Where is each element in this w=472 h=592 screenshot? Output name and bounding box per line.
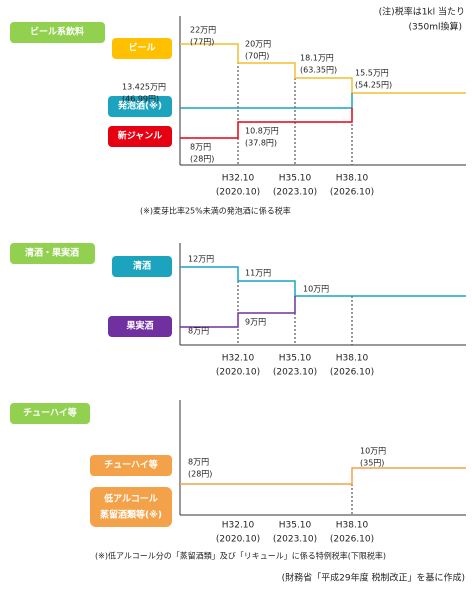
section-tag [10, 22, 105, 43]
beer-line [180, 43, 466, 94]
x-label: (2023.10) [273, 368, 317, 378]
x-label: (2023.10) [273, 535, 317, 545]
rate: 10.8万円 [245, 127, 279, 136]
x-label: H32.10 [222, 354, 255, 364]
x-label: H35.10 [279, 174, 312, 184]
rate: 20万円 [245, 40, 271, 49]
footnote: (※)麦芽比率25%未満の発泡酒に係る税率 [140, 206, 291, 216]
rate: 8万円 [188, 327, 209, 336]
x-label: H35.10 [279, 521, 312, 531]
x-label: H38.10 [336, 174, 369, 184]
box-label: チューハイ等 [23, 407, 77, 419]
rate: 18.1万円 [300, 54, 334, 63]
rate: 8万円 [188, 458, 209, 467]
chuhai-line [180, 467, 466, 485]
note: (注)税率は1kl 当たり [379, 6, 465, 18]
rate: 13.425万円 [122, 83, 166, 92]
rate: (28円) [190, 155, 214, 164]
rate: (77円) [190, 38, 214, 47]
sake-line [180, 266, 466, 297]
new-genre-line [180, 108, 353, 139]
rate: (35円) [360, 459, 384, 468]
x-label: H35.10 [279, 354, 312, 364]
x-label: (2020.10) [216, 535, 260, 545]
label-box [108, 126, 172, 147]
label-box [90, 487, 172, 527]
rate: (63.35円) [300, 66, 337, 75]
label-box [108, 96, 172, 117]
rate: 15.5万円 [355, 69, 389, 78]
box-label: 清酒 [133, 260, 151, 272]
rate: (54.25円) [355, 81, 392, 90]
happoshu-line [180, 93, 353, 109]
x-label: (2026.10) [330, 535, 374, 545]
label-box [112, 38, 172, 59]
rate: (70円) [245, 52, 269, 61]
box-label: 果実酒 [125, 320, 153, 332]
section-tag [10, 243, 95, 264]
x-label: H38.10 [336, 521, 369, 531]
x-label: H38.10 [336, 354, 369, 364]
rate: 11万円 [245, 269, 271, 278]
box-label: 低アルコール [103, 493, 158, 505]
rate: (46.99円) [122, 95, 159, 104]
footnote: (※)低アルコール分の「蒸留酒類」及び「リキュール」に係る特例税率(下限税率) [95, 551, 386, 561]
x-label: (2020.10) [216, 368, 260, 378]
rate: 10万円 [303, 285, 329, 294]
x-label: (2026.10) [330, 368, 374, 378]
x-label: (2023.10) [273, 188, 317, 198]
label-box [112, 256, 172, 277]
x-label: H32.10 [222, 521, 255, 531]
box-label: 発泡酒(※) [117, 100, 162, 112]
box-label: ビール [128, 42, 155, 54]
note: (350ml換算) [409, 21, 462, 33]
rate: 22万円 [190, 26, 216, 35]
section-tag [10, 403, 90, 424]
wine-line [180, 296, 296, 328]
rate: (28円) [188, 470, 212, 479]
x-label: (2020.10) [216, 188, 260, 198]
x-label: H32.10 [222, 174, 255, 184]
label-box [90, 455, 172, 476]
box-label: 蒸留酒類等(※) [100, 509, 162, 521]
rate: (37.8円) [245, 139, 277, 148]
box-label: 新ジャンル [118, 130, 163, 142]
rate: 8万円 [190, 143, 211, 152]
rate: 9万円 [245, 318, 266, 327]
source: (財務省「平成29年度 税制改正」を基に作成) [282, 572, 465, 584]
x-label: (2026.10) [330, 188, 374, 198]
box-label: チューハイ等 [104, 459, 158, 471]
label-box [108, 316, 172, 337]
box-label: 清酒・果実酒 [25, 247, 79, 259]
rate: 12万円 [188, 255, 214, 264]
rate: 10万円 [360, 447, 386, 456]
box-label: ビール系飲料 [30, 26, 84, 38]
